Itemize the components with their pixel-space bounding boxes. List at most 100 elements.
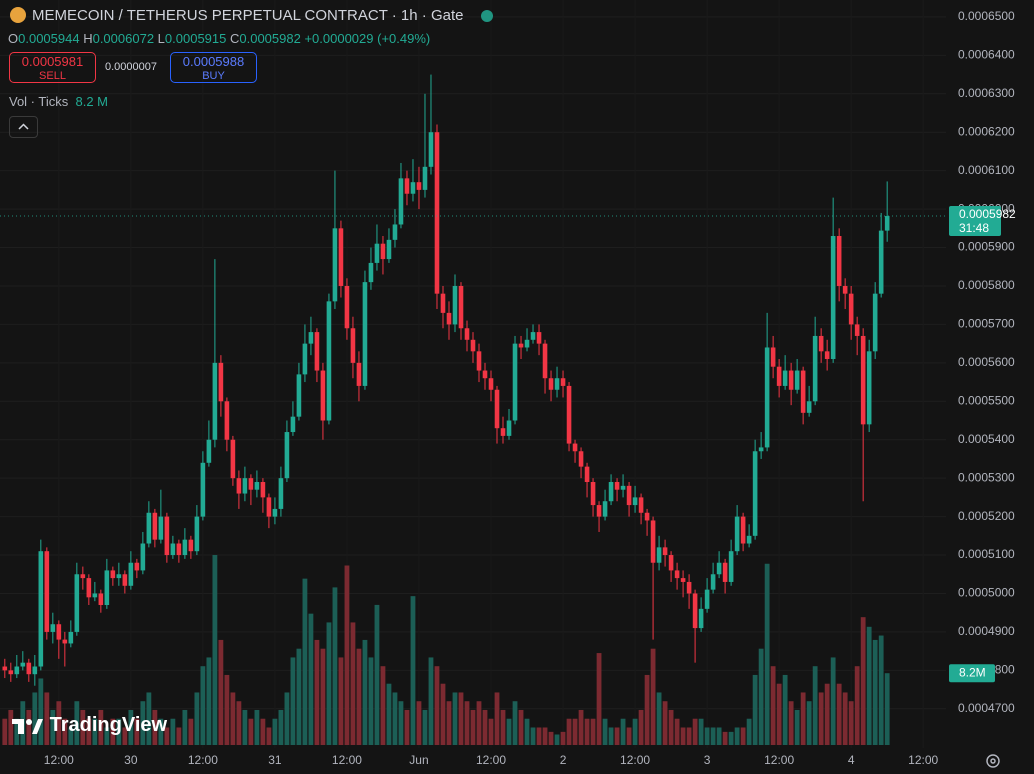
candle-body [62, 639, 68, 644]
y-tick-label: 0.0004900 [958, 624, 1015, 638]
volume-bar [722, 731, 728, 745]
candle-body [848, 293, 854, 325]
candle-body [644, 512, 650, 521]
volume-bar [44, 692, 50, 745]
volume-tag-value: 8.2M [959, 665, 986, 679]
candle-body [56, 624, 62, 640]
volume-bar [728, 731, 734, 745]
candle-body [806, 401, 812, 413]
candle-body [320, 370, 326, 421]
volume-bar [854, 666, 860, 745]
sell-button[interactable]: 0.0005981 SELL [9, 52, 96, 83]
candle-body [2, 666, 8, 671]
candle-body [332, 228, 338, 302]
x-tick-label: Jun [409, 753, 428, 767]
volume-bar [218, 639, 224, 745]
watermark-logo [12, 718, 43, 734]
candle-body [410, 182, 416, 194]
y-tick-label: 0.0006500 [958, 9, 1015, 23]
x-tick-label: 2 [560, 753, 567, 767]
volume-bar [224, 674, 230, 745]
candle-body [632, 497, 638, 506]
volume-bar [488, 718, 494, 745]
volume-bar [398, 701, 404, 745]
x-tick-label: 31 [268, 753, 282, 767]
volume-bar [656, 692, 662, 745]
candle-body [74, 574, 80, 632]
candle-body [254, 482, 260, 490]
volume-bar [368, 657, 374, 745]
volume-bar [764, 563, 770, 745]
volume-bar [410, 596, 416, 745]
volume-bar [782, 674, 788, 745]
candle-body [836, 236, 842, 286]
candle-body [434, 132, 440, 294]
candle-body [44, 551, 50, 632]
volume-bar [560, 731, 566, 745]
candle-body [158, 516, 164, 540]
candle-body [734, 516, 740, 552]
candle-body [872, 293, 878, 352]
volume-bar [830, 657, 836, 745]
volume-legend: Vol · Ticks 8.2 M [9, 94, 108, 109]
settings-button[interactable] [984, 752, 1002, 773]
volume-bar [674, 718, 680, 745]
y-tick-label: 0.0004700 [958, 701, 1015, 715]
candle-body [680, 578, 686, 582]
volume-bar [314, 639, 320, 745]
x-tick-label: 12:00 [620, 753, 650, 767]
volume-bar [326, 622, 332, 745]
volume-bar [536, 727, 542, 745]
volume-bar [356, 648, 362, 745]
volume-bar [392, 692, 398, 745]
candle-body [878, 230, 884, 294]
volume-bar [770, 666, 776, 745]
volume-bar [650, 648, 656, 745]
candle-body [98, 593, 104, 606]
volume-bar [62, 718, 68, 745]
chart-title: MEMECOIN / TETHERUS PERPETUAL CONTRACT ·… [32, 7, 464, 24]
x-tick-label: 12:00 [188, 753, 218, 767]
volume-bar [626, 727, 632, 745]
buy-button[interactable]: 0.0005988 BUY [170, 52, 257, 83]
candle-body [860, 335, 866, 425]
volume-bar [602, 718, 608, 745]
candle-body [308, 332, 314, 344]
candle-body [122, 574, 128, 586]
candle-body [800, 370, 806, 413]
y-tick-label: 0.0005700 [958, 317, 1015, 331]
candle-body [464, 328, 470, 340]
candle-body [350, 328, 356, 363]
candle-body [302, 343, 308, 375]
volume-bar [68, 727, 74, 745]
volume-bar [608, 727, 614, 745]
candle-body [716, 562, 722, 575]
volume-bar [806, 701, 812, 745]
candle-body [236, 478, 242, 494]
candle-body [884, 216, 890, 231]
candle-body [272, 508, 278, 517]
price-tag [949, 206, 1001, 237]
candle-body [854, 324, 860, 336]
candle-body [758, 447, 764, 452]
candle-body [428, 132, 434, 167]
candle-body [146, 512, 152, 544]
collapse-button[interactable] [9, 116, 38, 138]
volume-bar [194, 692, 200, 745]
volume-bar [158, 718, 164, 745]
candle-body [416, 182, 422, 190]
x-tick-label: 12:00 [908, 753, 938, 767]
candle-body [578, 451, 584, 467]
volume-bar [278, 709, 284, 745]
candle-body [152, 512, 158, 540]
candle-body [818, 335, 824, 352]
candle-body [524, 339, 530, 348]
candle-body [92, 593, 98, 598]
volume-bar [548, 731, 554, 745]
volume-bar [788, 701, 794, 745]
candle-body [704, 589, 710, 609]
status-dot [481, 10, 493, 22]
candle-body [866, 351, 872, 425]
volume-bar [230, 692, 236, 745]
candle-body [692, 593, 698, 629]
